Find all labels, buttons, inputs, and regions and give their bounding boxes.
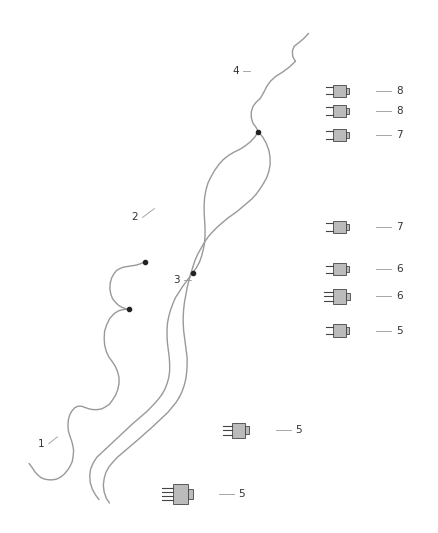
Bar	[333, 325, 346, 337]
Bar	[232, 423, 245, 438]
Text: 4: 4	[232, 66, 239, 76]
Text: 5: 5	[295, 425, 302, 435]
Text: 5: 5	[396, 326, 403, 336]
Bar	[333, 105, 346, 117]
Bar	[333, 263, 346, 276]
Text: 7: 7	[396, 222, 403, 232]
Text: 5: 5	[239, 489, 245, 499]
Bar	[346, 293, 350, 300]
Text: 7: 7	[396, 130, 403, 140]
Text: 8: 8	[396, 86, 403, 95]
Bar	[346, 224, 349, 230]
Text: 6: 6	[396, 264, 403, 274]
Text: 1: 1	[38, 439, 44, 449]
Text: 6: 6	[396, 292, 403, 302]
Text: 3: 3	[173, 275, 180, 285]
Bar	[333, 221, 346, 233]
Bar	[333, 85, 346, 97]
Bar	[346, 132, 349, 138]
Bar	[346, 266, 349, 272]
Bar	[332, 289, 346, 304]
Bar	[188, 489, 193, 499]
Bar	[173, 484, 188, 504]
Text: 8: 8	[396, 106, 403, 116]
Bar	[346, 108, 349, 114]
Text: 2: 2	[132, 213, 138, 222]
Bar	[333, 129, 346, 141]
Bar	[346, 87, 349, 94]
Bar	[245, 426, 249, 434]
Bar	[346, 327, 349, 334]
